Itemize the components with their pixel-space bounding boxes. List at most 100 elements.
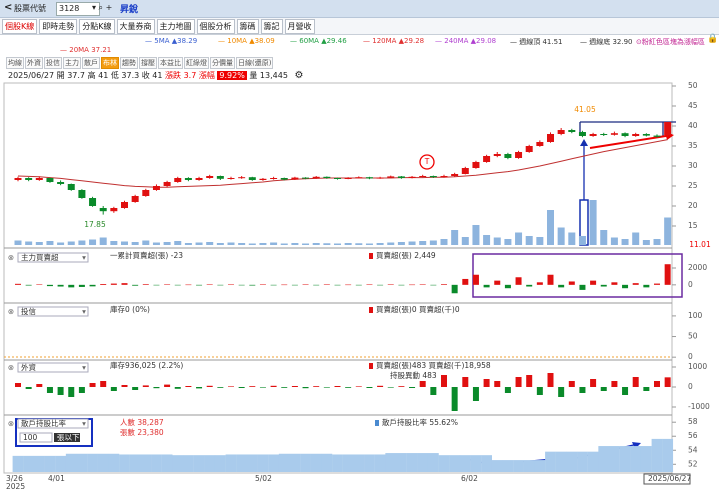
- ratio-bar: [310, 453, 322, 472]
- sub-tab[interactable]: 分價量: [210, 57, 235, 69]
- net-bar: [185, 386, 192, 387]
- candle-body: [397, 176, 405, 178]
- net-bar: [36, 284, 43, 285]
- legend-item: — 週線底 32.90: [580, 37, 633, 47]
- selector-box[interactable]: [17, 306, 89, 317]
- tab[interactable]: 即時走勢: [39, 19, 78, 34]
- candle-body: [461, 168, 469, 174]
- net-bar: [142, 284, 149, 285]
- tab[interactable]: 個股分析: [196, 19, 235, 34]
- sub-tab[interactable]: 趨勢: [120, 57, 138, 69]
- ratio-bar: [396, 453, 407, 472]
- volume-bar: [461, 237, 469, 245]
- volume-bar: [653, 239, 661, 245]
- high-label: 41.05: [574, 105, 596, 114]
- sub-tab[interactable]: 主力: [63, 57, 81, 69]
- ratio-bar: [566, 451, 578, 472]
- net-bar: [451, 387, 458, 411]
- net-bar: [323, 387, 330, 388]
- ratio-bar: [23, 455, 35, 472]
- net-bar: [632, 283, 639, 285]
- candle-body: [568, 130, 576, 132]
- panel-label: 買賣超(張) 2,449: [376, 250, 436, 260]
- volume-bar: [642, 240, 650, 245]
- stock-name: 昇銳: [120, 5, 139, 15]
- net-bar: [174, 284, 181, 286]
- y-tick-label: 50: [688, 332, 698, 341]
- candle-body: [429, 176, 437, 178]
- volume-bar: [493, 237, 501, 245]
- candle-body: [291, 177, 299, 180]
- tab[interactable]: 個股K線: [2, 19, 38, 34]
- sub-tab[interactable]: 布林: [101, 57, 119, 69]
- ratio-bar: [129, 454, 141, 472]
- legend-dash: —: [435, 37, 445, 45]
- net-bar: [249, 386, 256, 387]
- ratio-bar: [12, 455, 24, 472]
- selector-box[interactable]: [17, 252, 89, 263]
- tab[interactable]: 月營收: [284, 19, 315, 34]
- ratio-bar: [545, 451, 556, 472]
- sub-tab[interactable]: 撐壓: [139, 57, 157, 69]
- net-bar: [419, 284, 426, 285]
- tab[interactable]: 分點K線: [79, 19, 115, 34]
- candle-body: [621, 133, 629, 136]
- net-bar: [345, 387, 352, 388]
- candle-body: [152, 186, 160, 190]
- net-bar: [387, 284, 394, 285]
- lock-icon[interactable]: 🔒: [707, 34, 719, 44]
- sub-tab[interactable]: 紅綠燈: [184, 57, 209, 69]
- candle-body: [227, 178, 235, 179]
- net-bar: [206, 284, 213, 285]
- y-tick-label: 40: [688, 121, 698, 130]
- sub-tab[interactable]: 外資: [25, 57, 43, 69]
- sub-tab[interactable]: 日線(還原): [236, 57, 274, 69]
- volume-bar: [440, 239, 448, 245]
- net-bar: [249, 284, 256, 286]
- candle-body: [238, 177, 246, 179]
- ratio-bar: [523, 460, 535, 472]
- sub-tab[interactable]: 散戶: [82, 57, 100, 69]
- ratio-bar: [417, 453, 429, 472]
- sub-tab[interactable]: 本益比: [158, 57, 183, 69]
- tab[interactable]: 籌記: [260, 19, 283, 34]
- y-tick-label: 58: [688, 417, 698, 426]
- candle-body: [664, 122, 672, 136]
- legend-swatch: [369, 363, 373, 369]
- net-bar: [334, 386, 341, 387]
- candle-body: [493, 154, 501, 156]
- candle-body: [110, 208, 118, 212]
- back-button[interactable]: <: [4, 2, 13, 13]
- search-icons[interactable]: ▾ ⌕ +: [92, 3, 113, 12]
- legend-name: 週線頂: [519, 38, 541, 46]
- candle-body: [184, 178, 192, 180]
- net-bar: [483, 284, 490, 288]
- sub-tab[interactable]: 投信: [44, 57, 62, 69]
- legend-item: — 週線頂 41.51: [510, 37, 563, 47]
- threshold-box[interactable]: [19, 432, 53, 443]
- net-bar: [579, 387, 586, 393]
- candle-body: [14, 178, 22, 180]
- marker-text: T: [424, 157, 430, 166]
- legend-value: ▲38.09: [249, 37, 275, 45]
- selector-box[interactable]: [17, 362, 89, 373]
- candle-body: [25, 178, 33, 180]
- net-bar: [622, 284, 629, 289]
- net-bar: [142, 385, 149, 387]
- net-bar: [270, 284, 277, 286]
- net-bar: [398, 386, 405, 387]
- volume-bar: [334, 243, 341, 245]
- tab[interactable]: 籌碼: [236, 19, 259, 34]
- net-bar: [302, 284, 309, 286]
- legend-name: 60MA: [299, 37, 319, 45]
- tab[interactable]: 主力地圖: [156, 19, 195, 34]
- legend-item: — 240MA ▲29.08: [435, 37, 496, 45]
- quote-value: 9.92%: [217, 71, 247, 80]
- volume-bar: [429, 240, 437, 245]
- settings-icon[interactable]: ⚙: [294, 70, 304, 81]
- code-input[interactable]: 3128: [56, 2, 100, 16]
- sub-tab[interactable]: 均線: [6, 57, 24, 69]
- tab[interactable]: 大量券商: [116, 19, 155, 34]
- selector-box[interactable]: [17, 418, 89, 429]
